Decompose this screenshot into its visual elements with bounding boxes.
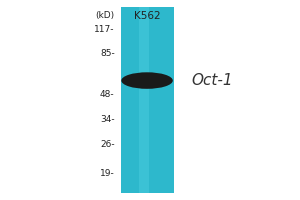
Text: 85-: 85- [100,49,115,58]
Text: 48-: 48- [100,90,115,99]
Text: K562: K562 [134,11,161,21]
Ellipse shape [121,72,173,89]
Text: 26-: 26- [100,140,115,149]
Text: (kD): (kD) [95,11,115,20]
Text: 19-: 19- [100,169,115,178]
Text: 117-: 117- [94,25,115,34]
Text: Oct-1: Oct-1 [191,73,233,88]
Bar [121,7,174,193]
Text: 34-: 34- [100,115,115,124]
Bar [139,7,148,193]
